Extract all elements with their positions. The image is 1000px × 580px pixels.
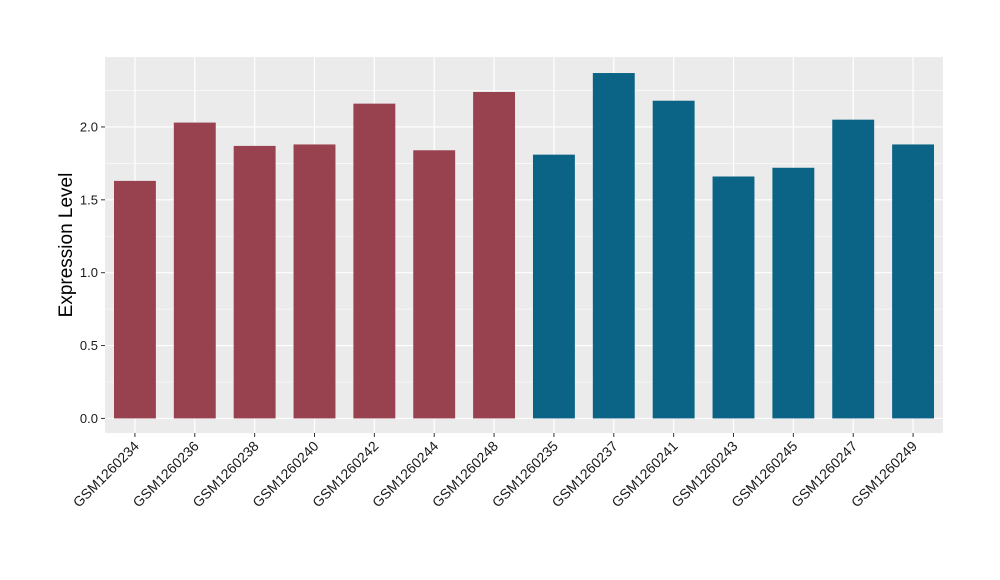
bar [652,100,695,419]
bar [413,150,456,419]
y-tick-label: 1.5 [80,192,98,207]
y-axis: 0.0 0.5 1.0 1.5 2.0 [80,119,105,426]
bar [353,103,396,419]
bar [592,73,635,419]
y-axis-title: Expression Level [56,173,77,318]
x-axis: GSM1260234GSM1260236GSM1260238GSM1260240… [70,433,920,510]
bar-series [113,73,935,419]
y-tick-label: 0.0 [80,411,98,426]
bar [473,91,516,419]
y-tick-label: 2.0 [80,119,98,134]
plot-panel [105,57,943,433]
bar [293,144,336,419]
bar [772,167,815,419]
bar [173,122,216,419]
y-tick-label: 1.0 [80,265,98,280]
bar [892,144,935,419]
y-tick-label: 0.5 [80,338,98,353]
bar [832,119,875,419]
bar [233,145,276,419]
bar [113,180,156,419]
bar [532,154,575,419]
bar [712,176,755,419]
